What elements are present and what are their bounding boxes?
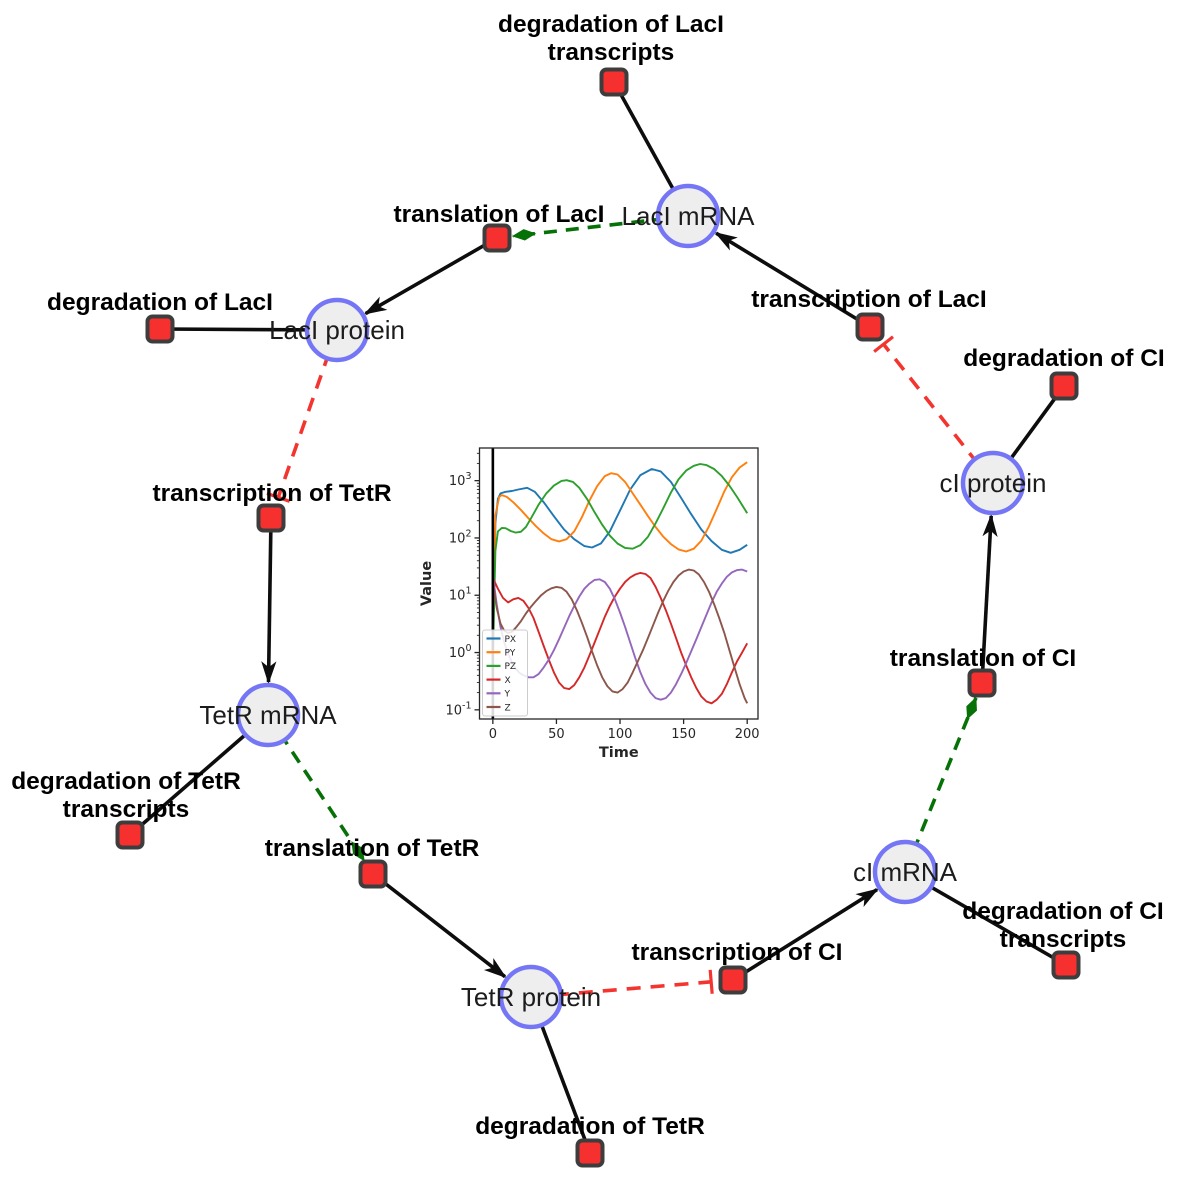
series-line-X	[492, 571, 749, 705]
species-nodes-layer	[235, 183, 1026, 1030]
reaction-label-transcription-of-ci: transcription of CI	[632, 939, 843, 966]
species-label-tetr-mrna: TetR mRNA	[199, 700, 337, 730]
species-label-ci-mrna: cI mRNA	[853, 857, 958, 887]
edge-production-transcription-of-tetr-to-tetr-mrna	[261, 517, 277, 685]
reaction-label-degradation-of-tetr-transcripts-line1: degradation of TetR	[11, 768, 241, 795]
reaction-node-degradation-of-tetr-transcripts	[115, 820, 145, 850]
edge-production-transcription-of-ci-to-ci-mrna	[732, 888, 879, 982]
reaction-node-transcription-of-ci	[718, 965, 748, 995]
reaction-node-translation-of-tetr	[358, 859, 388, 889]
series-line-PY	[491, 461, 748, 653]
species-node-tetr-mrna	[235, 682, 301, 748]
species-label-laci-mrna: LacI mRNA	[622, 201, 756, 231]
x-tick-label: 150	[671, 727, 696, 742]
reaction-label-translation-of-tetr: translation of TetR	[265, 835, 480, 862]
reaction-label-translation-of-laci: translation of LacI	[393, 201, 604, 228]
x-axis-label: Time	[599, 745, 639, 761]
legend-label-PY: PY	[505, 649, 516, 659]
reaction-node-transcription-of-laci	[855, 312, 885, 342]
reaction-node-translation-of-ci	[967, 668, 997, 698]
species-node-ci-protein	[960, 450, 1026, 516]
species-node-laci-protein	[304, 297, 370, 363]
legend-label-X: X	[505, 676, 511, 686]
reaction-node-degradation-of-ci-transcripts	[1051, 950, 1081, 980]
plot-series-layer	[491, 461, 749, 705]
species-label-ci-protein: cI protein	[940, 468, 1047, 498]
inset-legend: PX PY PZ XYZ	[482, 629, 528, 717]
plot-frame	[478, 447, 759, 720]
reaction-label-degradation-of-laci-transcripts-line2: transcripts	[548, 39, 675, 66]
reaction-node-degradation-of-laci-transcripts	[599, 67, 629, 97]
reaction-label-degradation-of-laci: degradation of LacI	[47, 289, 273, 316]
reaction-node-translation-of-laci	[482, 223, 512, 253]
reaction-label-degradation-of-ci: degradation of CI	[963, 345, 1164, 372]
reaction-label-transcription-of-tetr: transcription of TetR	[152, 480, 391, 507]
reaction-label-degradation-of-ci-transcripts-line2: transcripts	[1000, 926, 1127, 953]
x-tick-label: 200	[735, 727, 760, 742]
reaction-node-degradation-of-laci	[145, 314, 175, 344]
edge-production-translation-of-ci-to-ci-protein	[980, 513, 998, 684]
species-node-ci-mrna	[872, 839, 938, 905]
legend-label-Y: Y	[504, 690, 511, 700]
series-line-PX	[491, 468, 748, 643]
species-label-laci-protein: LacI protein	[269, 315, 405, 345]
reaction-label-degradation-of-tetr: degradation of TetR	[475, 1113, 705, 1140]
reaction-label-translation-of-ci: translation of CI	[890, 645, 1076, 672]
x-tick-label: 100	[608, 727, 633, 742]
edge-production-transcription-of-laci-to-laci-mrna	[714, 231, 871, 329]
reaction-label-degradation-of-ci-transcripts-line1: degradation of CI	[962, 898, 1163, 925]
series-line-Z	[491, 568, 749, 704]
reaction-node-transcription-of-tetr	[256, 503, 286, 533]
reaction-label-degradation-of-laci-transcripts-line1: degradation of LacI	[498, 11, 724, 38]
legend-label-PZ: PZ	[505, 662, 517, 672]
reaction-node-degradation-of-ci	[1049, 371, 1079, 401]
species-label-tetr-protein: TetR protein	[461, 982, 601, 1012]
legend-label-Z: Z	[505, 703, 511, 713]
reaction-label-degradation-of-tetr-transcripts-line2: transcripts	[63, 796, 190, 823]
legend-label-PX: PX	[505, 635, 517, 645]
y-axis-label: Value	[419, 561, 435, 607]
reaction-label-transcription-of-laci: transcription of LacI	[751, 286, 987, 313]
species-node-laci-mrna	[655, 183, 721, 249]
edge-production-translation-of-laci-to-laci-protein	[363, 236, 498, 316]
inset-plot-background	[427, 438, 776, 799]
x-tick-label: 50	[548, 727, 565, 742]
x-tick-label: 0	[489, 727, 497, 742]
labels-layer: degradation of LacItranscriptstranslatio…	[11, 11, 1165, 1140]
series-line-PZ	[491, 463, 749, 659]
reaction-nodes-layer	[115, 67, 1081, 1168]
reaction-node-degradation-of-tetr	[575, 1138, 605, 1168]
edge-production-translation-of-tetr-to-tetr-protein	[371, 872, 507, 979]
species-node-tetr-protein	[498, 964, 564, 1030]
